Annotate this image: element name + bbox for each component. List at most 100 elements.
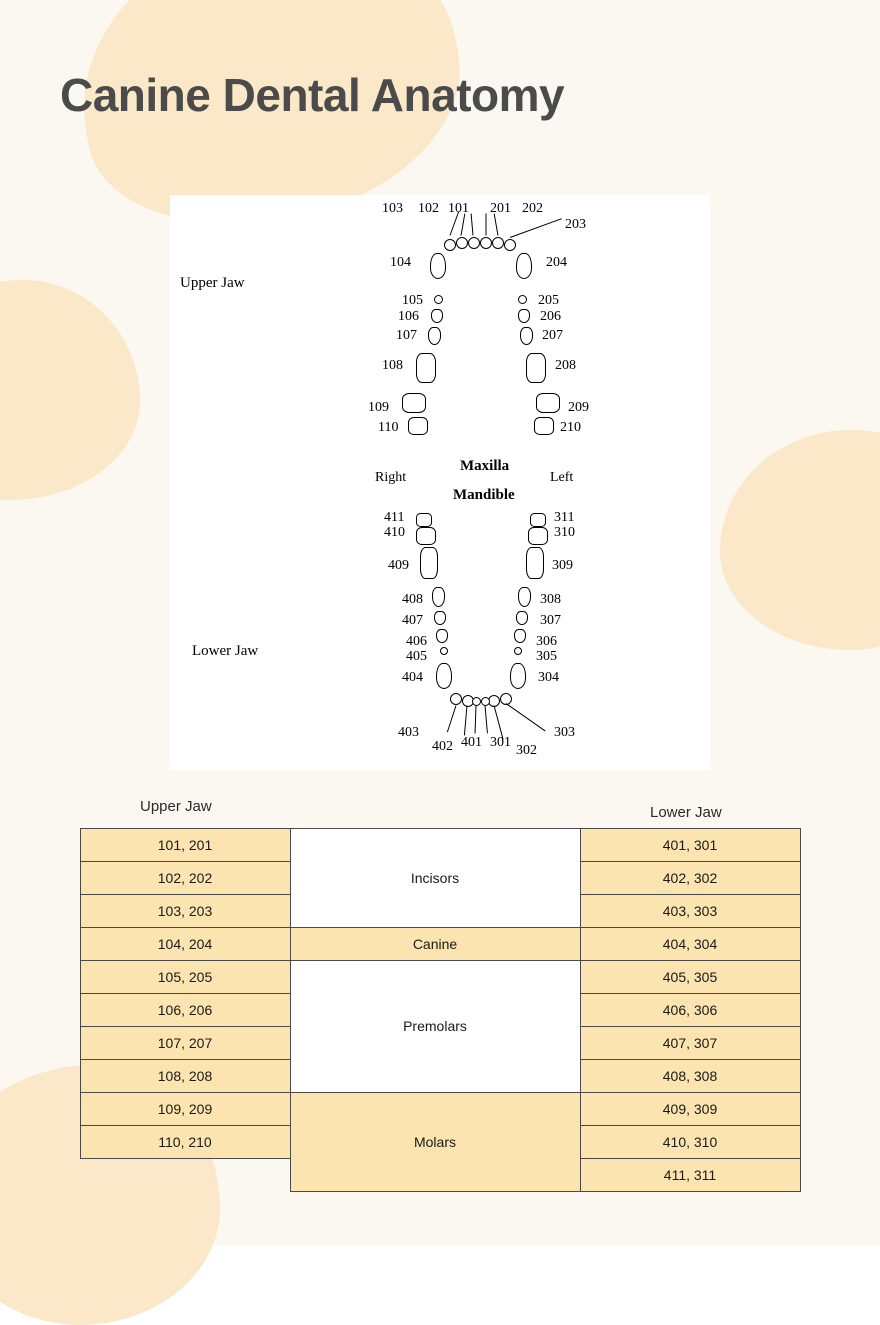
tooth-210	[534, 417, 554, 435]
tooth-308	[518, 587, 531, 607]
leader-line	[510, 218, 562, 238]
upper-cell: 104, 204	[80, 927, 291, 961]
category-cell: Molars	[290, 1092, 581, 1192]
tooth-204	[516, 253, 532, 279]
tooth-102	[456, 237, 468, 249]
tooth-309	[526, 547, 544, 579]
tooth-num-309: 309	[552, 558, 573, 574]
upper-cell: 105, 205	[80, 960, 291, 994]
leader-line	[471, 214, 474, 236]
lower-cell: 411, 311	[580, 1158, 801, 1192]
tooth-106	[431, 309, 443, 323]
upper-cell: 103, 203	[80, 894, 291, 928]
tooth-num-205: 205	[538, 293, 559, 309]
tooth-410	[416, 527, 436, 545]
tooth-num-107: 107	[396, 328, 417, 344]
tooth-107	[428, 327, 441, 345]
page-title: Canine Dental Anatomy	[60, 68, 564, 122]
tooth-table: Upper Jaw Lower Jaw 101, 201Incisors401,…	[80, 798, 800, 1191]
table-header-lower: Lower Jaw	[650, 804, 722, 821]
tooth-num-209: 209	[568, 400, 589, 416]
tooth-num-401: 401	[461, 735, 482, 751]
tooth-num-310: 310	[554, 525, 575, 541]
tooth-num-306: 306	[536, 634, 557, 650]
right-label: Right	[375, 470, 406, 486]
tooth-403	[450, 693, 462, 705]
upper-cell: 108, 208	[80, 1059, 291, 1093]
bg-blob-2	[0, 280, 140, 500]
mandible-label: Mandible	[453, 487, 515, 504]
tooth-408	[432, 587, 445, 607]
tooth-num-301: 301	[490, 735, 511, 751]
lower-cell: 403, 303	[580, 894, 801, 928]
leader-line	[485, 705, 488, 733]
leader-line	[464, 705, 468, 735]
bg-blob-3	[720, 430, 880, 650]
tooth-num-110: 110	[378, 420, 398, 436]
tooth-310	[528, 527, 548, 545]
tooth-307	[516, 611, 528, 625]
tooth-num-404: 404	[402, 670, 423, 686]
tooth-406	[436, 629, 448, 643]
tooth-num-202: 202	[522, 201, 543, 217]
upper-jaw-label: Upper Jaw	[180, 275, 245, 292]
tooth-num-206: 206	[540, 309, 561, 325]
category-cell: Incisors	[290, 828, 581, 928]
tooth-num-407: 407	[402, 613, 423, 629]
leader-line	[461, 214, 466, 236]
tooth-num-409: 409	[388, 558, 409, 574]
tooth-num-410: 410	[384, 525, 405, 541]
tooth-num-106: 106	[398, 309, 419, 325]
tooth-num-208: 208	[555, 358, 576, 374]
leader-line	[486, 214, 487, 236]
tooth-num-308: 308	[540, 592, 561, 608]
tooth-num-311: 311	[554, 510, 574, 526]
tooth-num-402: 402	[432, 739, 453, 755]
tooth-305	[514, 647, 522, 655]
tooth-209	[536, 393, 560, 413]
tooth-202	[492, 237, 504, 249]
lower-cell: 405, 305	[580, 960, 801, 994]
tooth-num-305: 305	[536, 649, 557, 665]
tooth-110	[408, 417, 428, 435]
tooth-201	[480, 237, 492, 249]
tooth-104	[430, 253, 446, 279]
tooth-num-207: 207	[542, 328, 563, 344]
tooth-208	[526, 353, 546, 383]
tooth-101	[468, 237, 480, 249]
tooth-404	[436, 663, 452, 689]
category-cell: Canine	[290, 927, 581, 961]
tooth-num-303: 303	[554, 725, 575, 741]
tooth-num-210: 210	[560, 420, 581, 436]
tooth-206	[518, 309, 530, 323]
tooth-207	[520, 327, 533, 345]
tooth-num-411: 411	[384, 510, 404, 526]
tooth-num-108: 108	[382, 358, 403, 374]
page: Canine Dental Anatomy Upper Jaw Lower Ja…	[0, 0, 880, 1245]
maxilla-label: Maxilla	[460, 458, 509, 475]
tooth-411	[416, 513, 432, 527]
tooth-num-304: 304	[538, 670, 559, 686]
upper-cell: 102, 202	[80, 861, 291, 895]
tooth-num-307: 307	[540, 613, 561, 629]
tooth-num-302: 302	[516, 743, 537, 759]
tooth-304	[510, 663, 526, 689]
lower-cell: 406, 306	[580, 993, 801, 1027]
lower-cell: 402, 302	[580, 861, 801, 895]
tooth-306	[514, 629, 526, 643]
dental-diagram: Upper Jaw Lower Jaw Right Left Maxilla M…	[170, 195, 710, 770]
lower-cell: 408, 308	[580, 1059, 801, 1093]
tooth-103	[444, 239, 456, 251]
tooth-num-406: 406	[406, 634, 427, 650]
leader-line	[475, 705, 477, 733]
tooth-109	[402, 393, 426, 413]
lower-jaw-label: Lower Jaw	[192, 643, 258, 660]
tooth-num-101: 101	[448, 201, 469, 217]
tooth-num-103: 103	[382, 201, 403, 217]
tooth-num-104: 104	[390, 255, 411, 271]
lower-cell: 404, 304	[580, 927, 801, 961]
tooth-405	[440, 647, 448, 655]
tooth-num-408: 408	[402, 592, 423, 608]
lower-cell: 407, 307	[580, 1026, 801, 1060]
tooth-105	[434, 295, 443, 304]
